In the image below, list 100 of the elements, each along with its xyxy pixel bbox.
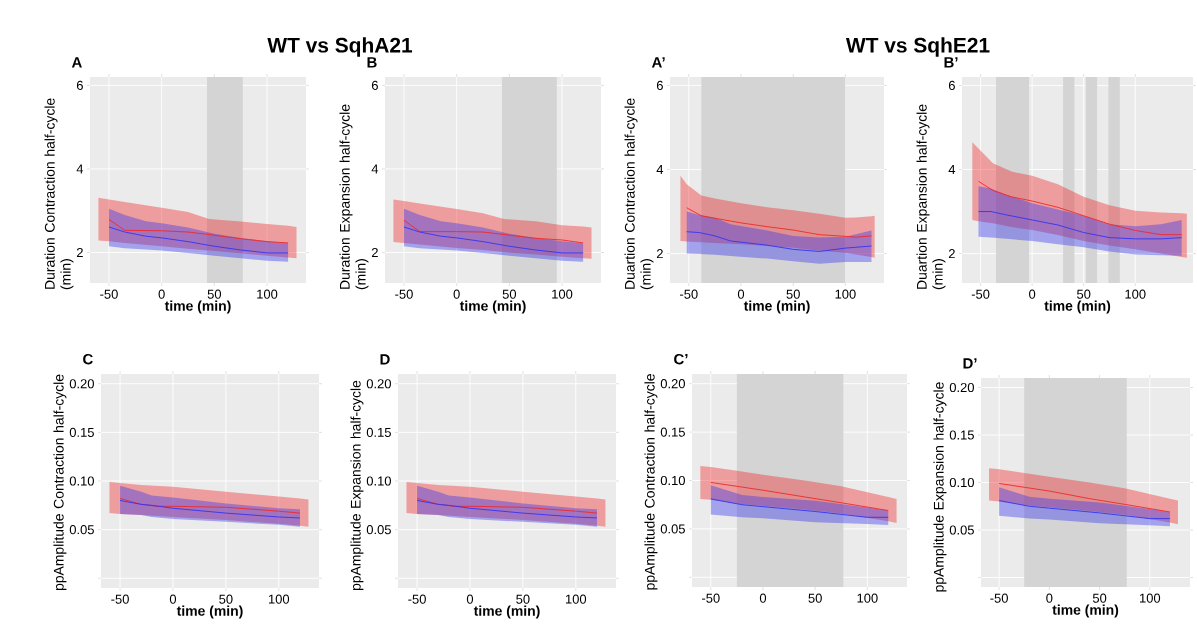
line-series [710,498,889,518]
x-axis-title: time (min) [743,300,810,314]
x-tick-label: 100 [857,593,878,603]
y-tick-label: 2 [656,249,663,259]
y-tick-label: 0.10 [660,475,685,486]
line-series [998,483,1171,513]
x-tick-label: 50 [502,289,517,299]
chart-title: D’ [963,358,977,369]
chart-title: C’ [674,353,688,365]
x-tick-label: 0 [158,289,165,299]
x-axis-title: time (min) [1052,604,1119,618]
x-tick-label: 100 [1125,289,1146,299]
x-tick-label: -50 [408,594,426,604]
y-tick-label: 6 [656,80,663,90]
y-tick-label: 2 [948,249,955,259]
x-tick-label: 100 [257,289,278,299]
line-series [710,481,889,511]
x-tick-label: -50 [702,593,720,603]
x-tick-label: -50 [111,594,129,604]
y-tick-label: 0.15 [366,427,391,437]
x-tick-label: -50 [680,289,698,299]
x-tick-label: -50 [990,593,1008,603]
y-tick-label: 6 [371,80,378,90]
x-tick-label: -50 [971,289,990,299]
x-tick-label: -50 [100,289,118,299]
x-axis-title: time (min) [164,300,231,314]
chart-title: C [83,353,93,365]
line-series [108,219,289,244]
line-series [978,180,1183,236]
y-axis-title: ppAmplitude Contraction half-cycle [644,374,658,590]
x-tick-label: 0 [1046,593,1053,603]
x-tick-label: -50 [395,289,413,299]
y-axis-title: ppAmplitude Contraction half-cycle [53,374,67,591]
y-tick-label: 0.05 [660,524,685,534]
y-tick-label: 0.05 [366,525,391,535]
y-axis-title: ppAmplitude Expansion half-cycle [933,382,947,592]
y-tick-label: 6 [76,80,83,90]
y-tick-label: 4 [948,165,956,174]
chart-title: A’ [651,57,665,68]
x-tick-label: 50 [1092,593,1107,603]
line-series [403,226,584,254]
y-tick-label: 0.10 [69,476,94,486]
y-tick-label: 0.10 [949,477,974,488]
x-tick-label: 100 [1140,593,1161,603]
chart-title: D [380,354,390,365]
x-tick-label: 50 [1077,289,1091,299]
x-tick-label: 0 [466,594,474,604]
x-axis-title: time (min) [176,605,243,619]
y-axis-title: ppAmplitude Expansion half-cycle [350,380,364,591]
x-tick-label: 0 [169,594,177,604]
y-axis-title: Duartion Expansion half-cycle (min) [916,104,946,290]
y-tick-label: 0.20 [366,379,391,389]
y-tick-label: 0.15 [69,427,94,437]
y-tick-label: 6 [948,80,955,90]
y-tick-label: 0.15 [660,427,685,437]
chart-title: A [71,57,82,68]
y-tick-label: 2 [76,247,83,258]
x-tick-label: 0 [737,289,745,299]
line-series [416,498,598,514]
y-tick-label: 0.10 [366,476,391,486]
y-tick-label: 0.20 [69,379,94,389]
y-tick-label: 0.20 [660,379,685,389]
x-axis-title: time (min) [473,605,540,619]
y-axis-title: Duartion Contraction half-cycle (min) [624,98,654,290]
x-tick-label: 100 [552,289,573,299]
y-tick-label: 4 [76,164,84,174]
x-tick-label: 0 [759,593,767,603]
x-axis-title: time (min) [1044,300,1111,314]
x-tick-label: 50 [786,289,800,299]
x-tick-label: 50 [808,593,822,603]
line-series [403,219,584,244]
y-tick-label: 4 [656,165,664,174]
line-series [119,498,301,514]
text: WT vs SqhA21 [267,37,413,57]
line-series [998,500,1171,520]
x-tick-label: 50 [516,594,530,604]
y-tick-label: 2 [371,247,378,258]
x-tick-label: 100 [835,289,856,299]
y-tick-label: 0.05 [949,525,974,535]
line-series [686,207,872,238]
x-tick-label: 0 [1029,289,1036,299]
x-tick-label: 0 [453,289,460,299]
line-series [416,500,598,519]
y-tick-label: 0.05 [69,525,94,535]
line-series [978,211,1183,240]
line-series [108,226,289,254]
x-tick-label: 100 [268,594,290,604]
y-tick-label: 0.20 [949,382,974,393]
line-series [119,500,301,519]
y-tick-label: 0.15 [949,430,974,440]
y-tick-label: 4 [371,164,379,174]
x-tick-label: 50 [219,594,233,604]
x-tick-label: 100 [565,594,587,604]
chart-title: B’ [944,57,958,68]
chart-title: B [367,57,377,68]
x-tick-label: 50 [207,289,222,299]
text: WT vs SqhE21 [845,37,990,57]
line-series [686,231,872,252]
y-axis-title: Duration Contraction half-cycle (min) [44,98,74,290]
x-axis-title: time (min) [459,300,526,314]
